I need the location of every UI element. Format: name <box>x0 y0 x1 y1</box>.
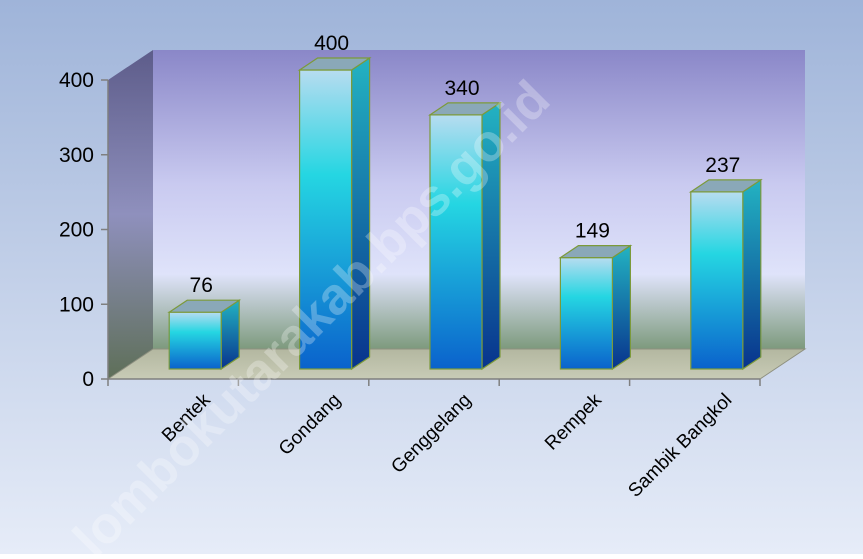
bar-top <box>558 245 633 259</box>
bar <box>558 244 633 371</box>
bar-top <box>428 102 502 116</box>
data-label: 340 <box>444 77 479 100</box>
bars: 76 400 340 149 237 <box>167 32 763 371</box>
bar <box>297 56 372 371</box>
bar-front <box>559 257 614 370</box>
y-tick-label: 200 <box>59 219 94 242</box>
bar-front <box>299 69 353 370</box>
bar-top <box>167 299 242 313</box>
bar-side <box>742 178 762 371</box>
data-label: 237 <box>705 154 740 177</box>
bar <box>688 178 763 371</box>
data-label: 149 <box>575 220 610 243</box>
bar-top <box>297 57 372 71</box>
y-axis: 0 100 200 300 400 <box>59 69 109 391</box>
bar-front <box>429 114 483 370</box>
bar-side <box>611 244 632 371</box>
y-tick-label: 300 <box>59 144 94 167</box>
y-tick-label: 100 <box>59 293 94 316</box>
bar-side <box>351 56 371 371</box>
data-label: 400 <box>314 32 349 55</box>
side-wall <box>108 50 153 379</box>
y-tick-label: 0 <box>82 368 94 391</box>
data-label: 76 <box>190 274 213 297</box>
bar-front <box>168 311 222 370</box>
y-tick-label: 400 <box>59 69 94 92</box>
bar-front <box>690 191 744 370</box>
bar <box>428 101 502 371</box>
bar <box>167 299 242 371</box>
bar-top <box>688 179 763 193</box>
